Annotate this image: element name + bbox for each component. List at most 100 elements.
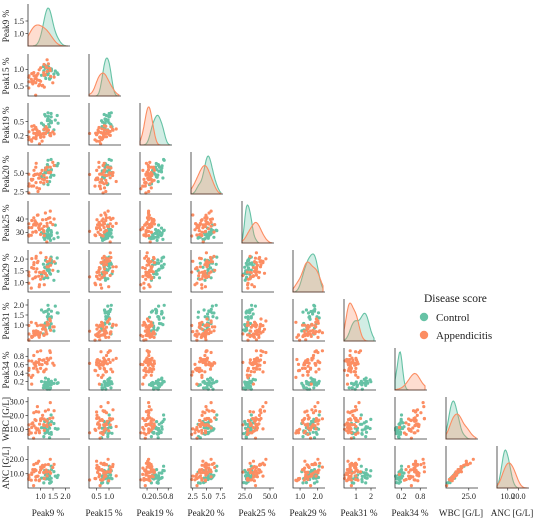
scatter-point-appendicitis: [200, 375, 204, 379]
scatter-point-appendicitis: [141, 184, 145, 188]
scatter-point-control: [198, 436, 202, 440]
scatter-point-appendicitis: [203, 285, 207, 289]
scatter-point-appendicitis: [212, 410, 216, 414]
scatter-point-control: [247, 262, 251, 266]
scatter-point-appendicitis: [314, 474, 318, 478]
scatter-point-control: [202, 308, 206, 312]
axis-spine: [139, 103, 172, 146]
scatter-point-appendicitis: [39, 468, 43, 472]
scatter-point-appendicitis: [198, 366, 202, 370]
scatter-point-appendicitis: [32, 71, 36, 75]
scatter-point-appendicitis: [111, 173, 115, 178]
scatter-point-appendicitis: [209, 426, 213, 430]
scatter-point-appendicitis: [42, 428, 46, 432]
scatter-point-appendicitis: [152, 471, 156, 475]
scatter-point-appendicitis: [195, 472, 199, 476]
scatter-point-appendicitis: [204, 276, 208, 280]
cell-5-1: [88, 250, 121, 293]
scatter-point-appendicitis: [107, 429, 111, 433]
scatter-point-appendicitis: [207, 271, 211, 275]
scatter-point-appendicitis: [356, 375, 360, 379]
scatter-point-control: [155, 238, 159, 242]
scatter-point-control: [156, 180, 160, 184]
scatter-point-appendicitis: [49, 263, 53, 267]
scatter-point-appendicitis: [209, 419, 213, 423]
scatter-point-appendicitis: [104, 218, 108, 223]
scatter-point-control: [52, 329, 56, 333]
scatter-point-control: [49, 322, 53, 326]
scatter-point-appendicitis: [39, 349, 43, 353]
scatter-point-appendicitis: [302, 418, 306, 422]
scatter-point-appendicitis: [149, 462, 153, 467]
scatter-point-appendicitis: [204, 465, 208, 469]
cell-8-5: [292, 397, 325, 440]
scatter-point-appendicitis: [147, 283, 151, 287]
scatter-point-control: [45, 163, 50, 167]
scatter-point-control: [48, 77, 52, 81]
scatter-point-control: [52, 470, 56, 474]
scatter-point-control: [161, 237, 165, 241]
scatter-point-control: [316, 311, 321, 315]
scatter-point-appendicitis: [46, 462, 51, 467]
scatter-point-appendicitis: [294, 431, 298, 435]
scatter-point-appendicitis: [349, 431, 353, 435]
axis-spine: [139, 201, 172, 244]
scatter-point-appendicitis: [34, 256, 38, 260]
scatter-point-control: [56, 473, 60, 477]
scatter-point-appendicitis: [43, 211, 48, 215]
scatter-point-appendicitis: [94, 477, 98, 481]
scatter-point-appendicitis: [141, 382, 145, 386]
scatter-point-appendicitis: [98, 172, 102, 176]
scatter-point-control: [369, 417, 373, 421]
scatter-point-appendicitis: [30, 124, 34, 128]
scatter-point-appendicitis: [146, 459, 150, 463]
scatter-point-control: [149, 435, 153, 439]
scatter-point-appendicitis: [348, 349, 352, 353]
scatter-point-appendicitis: [40, 168, 44, 172]
axis-spine: [190, 299, 223, 342]
scatter-point-appendicitis: [103, 471, 107, 475]
scatter-point-control: [364, 481, 368, 485]
cell-3-3: [190, 152, 223, 195]
scatter-point-appendicitis: [207, 274, 211, 279]
scatter-point-appendicitis: [209, 457, 213, 461]
scatter-point-appendicitis: [204, 359, 208, 363]
scatter-point-appendicitis: [148, 160, 152, 164]
scatter-point-appendicitis: [349, 370, 353, 374]
scatter-point-control: [162, 469, 166, 473]
scatter-point-appendicitis: [100, 256, 105, 260]
scatter-point-control: [157, 477, 162, 481]
scatter-point-appendicitis: [51, 268, 55, 272]
scatter-point-control: [52, 278, 56, 282]
scatter-point-appendicitis: [407, 428, 412, 432]
scatter-point-appendicitis: [29, 478, 33, 482]
scatter-point-appendicitis: [114, 221, 118, 225]
cell-8-8: [445, 397, 478, 440]
scatter-point-appendicitis: [311, 328, 315, 332]
scatter-point-appendicitis: [34, 270, 38, 274]
scatter-point-appendicitis: [258, 358, 263, 362]
scatter-point-control: [209, 384, 213, 389]
scatter-point-control: [157, 317, 161, 321]
scatter-point-appendicitis: [141, 227, 145, 231]
scatter-point-control: [249, 315, 253, 319]
scatter-point-appendicitis: [207, 227, 211, 231]
scatter-point-control: [39, 121, 44, 125]
scatter-point-appendicitis: [145, 465, 149, 469]
scatter-point-appendicitis: [346, 358, 350, 362]
legend-marker-control: [419, 312, 429, 322]
scatter-point-appendicitis: [212, 230, 216, 234]
scatter-point-appendicitis: [248, 254, 252, 258]
scatter-point-appendicitis: [49, 356, 53, 360]
scatter-point-control: [106, 435, 110, 439]
scatter-point-appendicitis: [102, 429, 106, 433]
axis-spine: [292, 250, 325, 293]
scatter-point-control: [208, 376, 213, 380]
scatter-point-appendicitis: [96, 128, 100, 132]
scatter-point-control: [157, 321, 162, 326]
y-tick-label: 2.5: [14, 188, 24, 197]
scatter-point-appendicitis: [191, 370, 195, 374]
scatter-point-appendicitis: [251, 466, 255, 470]
scatter-point-appendicitis: [209, 224, 213, 228]
scatter-point-appendicitis: [97, 139, 101, 143]
